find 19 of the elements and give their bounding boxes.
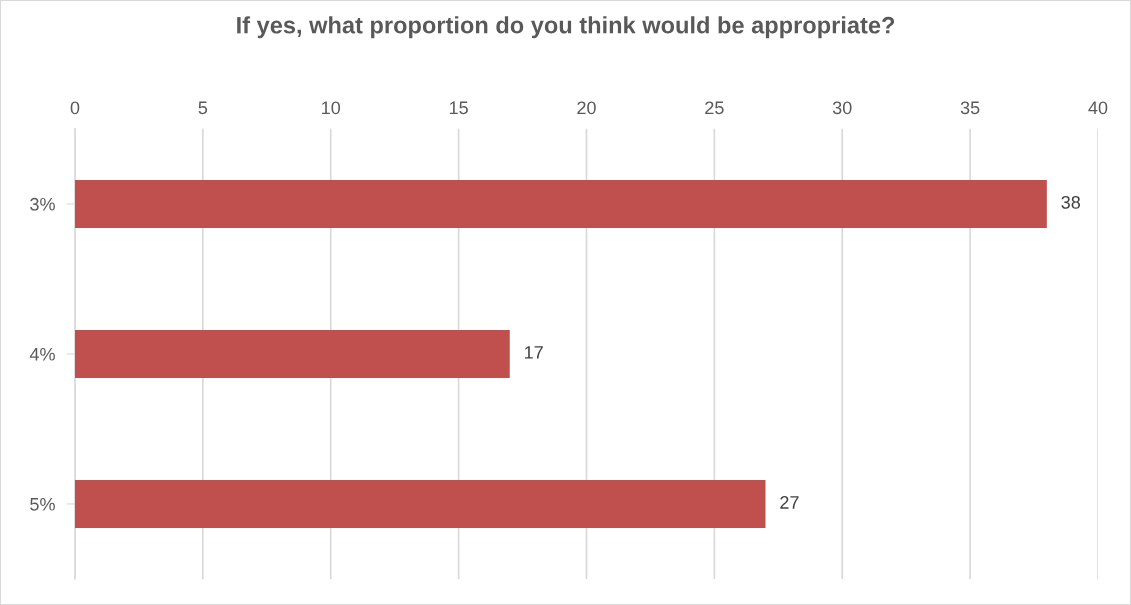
bar — [74, 479, 766, 528]
bar — [74, 329, 510, 378]
bar — [74, 179, 1047, 228]
y-tick-label: 5% — [30, 497, 55, 511]
y-tick-label: 3% — [30, 197, 55, 211]
x-tick-label: 0 — [70, 101, 80, 115]
x-tick-label: 5 — [198, 101, 208, 115]
x-tick-label: 35 — [960, 101, 980, 115]
x-tick-label: 15 — [449, 101, 468, 115]
chart-title: If yes, what proportion do you think would be appropriate? — [237, 16, 895, 39]
x-tick-label: 20 — [577, 101, 596, 115]
data-label: 27 — [780, 496, 799, 509]
data-label: 38 — [1061, 195, 1081, 209]
x-tick-label: 10 — [322, 101, 341, 115]
x-tick-label: 30 — [832, 101, 852, 115]
x-tick-label: 40 — [1088, 101, 1108, 115]
x-tick-label: 25 — [705, 101, 724, 115]
data-label: 17 — [525, 346, 543, 359]
y-tick-label: 4% — [29, 347, 55, 361]
